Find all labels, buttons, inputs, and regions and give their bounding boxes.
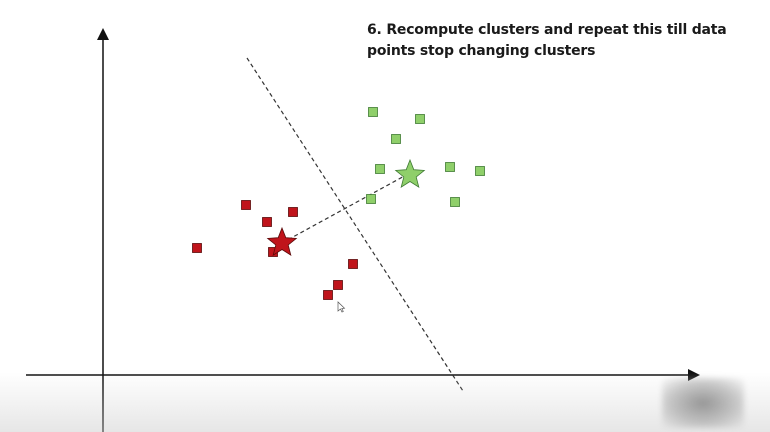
decision-boundary-line: [246, 57, 464, 392]
slide-caption: 6. Recompute clusters and repeat this ti…: [367, 22, 727, 59]
green-cluster-point: [366, 194, 376, 204]
bottom-shade: [0, 372, 770, 432]
red-cluster-point: [262, 217, 272, 227]
mouse-cursor-icon: [337, 301, 346, 313]
green-cluster-point: [391, 134, 401, 144]
centroid-connector-line: [281, 173, 409, 244]
red-cluster-point: [241, 200, 251, 210]
green-centroid-star: [394, 158, 426, 188]
green-cluster-point: [445, 162, 455, 172]
green-cluster-point: [475, 166, 485, 176]
green-cluster-point: [375, 164, 385, 174]
red-cluster-points: [192, 200, 358, 300]
green-cluster-point: [450, 197, 460, 207]
blurred-watermark-patch: [662, 378, 744, 428]
red-centroid-star: [266, 226, 298, 256]
green-cluster-point: [415, 114, 425, 124]
red-cluster-point: [348, 259, 358, 269]
red-cluster-point: [333, 280, 343, 290]
red-cluster-point: [323, 290, 333, 300]
red-cluster-point: [288, 207, 298, 217]
green-cluster-point: [368, 107, 378, 117]
red-cluster-point: [192, 243, 202, 253]
green-cluster-points: [366, 107, 485, 207]
